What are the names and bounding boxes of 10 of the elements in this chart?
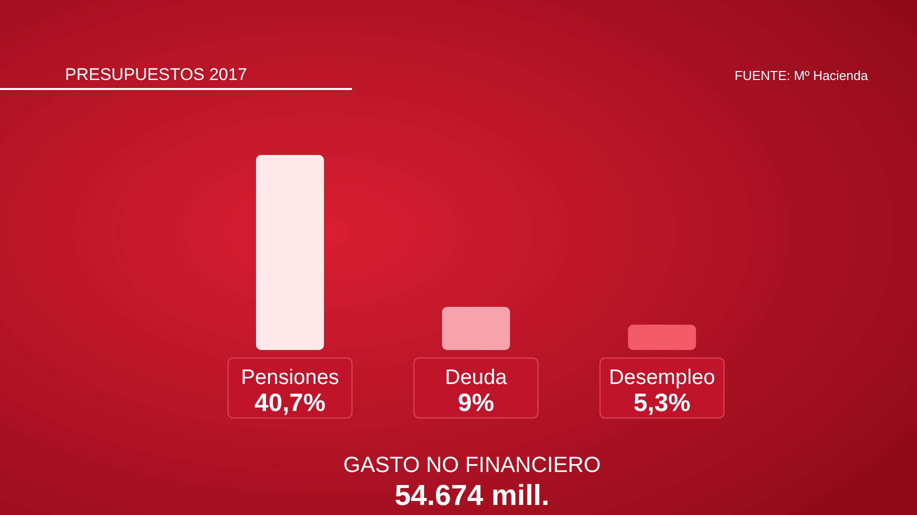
- x-tick-label: Pensiones: [240, 366, 340, 389]
- x-tick-label: Deuda: [445, 366, 508, 389]
- data-label: 9%: [458, 389, 494, 417]
- data-label: 40,7%: [254, 389, 326, 417]
- text: GASTO NO FINANCIERO: [343, 452, 601, 477]
- x-tick-label: Desempleo: [608, 366, 716, 389]
- source-note: FUENTE: Mº Hacienda: [734, 68, 869, 83]
- data-label: 5,3%: [634, 389, 690, 417]
- chart-title: PRESUPUESTOS 2017: [65, 65, 248, 84]
- text: 54.674 mill.: [394, 480, 550, 512]
